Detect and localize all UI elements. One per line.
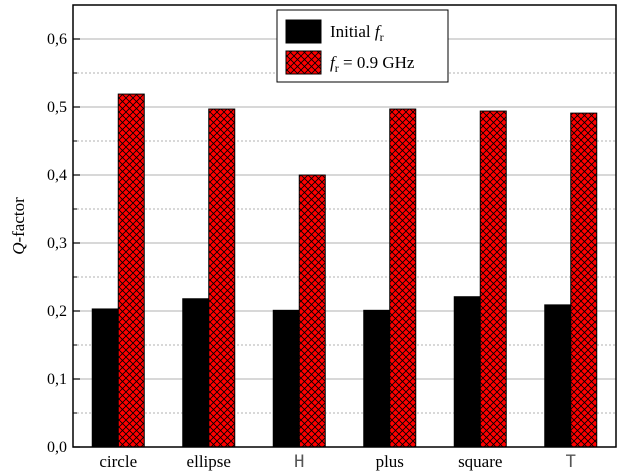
bar-initial-h: [272, 309, 300, 448]
y-tick-label: 0,6: [47, 31, 67, 48]
bar-initial-square: [453, 296, 481, 448]
legend-label-0: Initial fr: [330, 22, 384, 44]
y-tick-label: 0,4: [47, 167, 67, 184]
y-tick-label: 0,0: [47, 439, 67, 456]
x-category-label: plus: [376, 452, 404, 471]
x-category-label: T: [566, 452, 576, 472]
legend: Initial fr fr = 0.9 GHz: [276, 9, 449, 83]
legend-label-1: fr = 0.9 GHz: [330, 53, 415, 75]
x-category-label: square: [458, 452, 502, 471]
y-tick-label: 0,1: [47, 371, 67, 388]
legend-swatch-0: [285, 19, 322, 44]
y-axis-title-rest: -factor: [9, 197, 28, 243]
y-tick-label: 0,5: [47, 99, 67, 116]
bar-initial-t: [544, 304, 572, 448]
x-category-label: H: [294, 452, 304, 472]
y-axis-title-italic: Q: [9, 243, 28, 255]
y-axis-title: Q-factor: [9, 197, 28, 255]
bars: [91, 93, 598, 448]
bar-tuned-square: [479, 110, 507, 448]
bar-tuned-circle: [117, 93, 145, 448]
y-axis-ticks: 0,0 0,1 0,2 0,3 0,4 0,5 0,6: [47, 31, 80, 456]
y-tick-label: 0,3: [47, 235, 67, 252]
x-category-label: circle: [99, 452, 137, 471]
plot-frame: [72, 4, 617, 448]
legend-swatch-1: [285, 50, 322, 75]
bar-tuned-t: [570, 112, 598, 448]
bar-tuned-ellipse: [208, 108, 236, 448]
bar-initial-circle: [91, 308, 119, 448]
grid-lines: [73, 38, 616, 414]
bar-tuned-plus: [389, 108, 417, 448]
bar-tuned-h: [298, 174, 326, 448]
x-category-label: ellipse: [187, 452, 231, 471]
y-tick-label: 0,2: [47, 303, 67, 320]
bar-initial-ellipse: [182, 298, 210, 448]
bar-initial-plus: [363, 309, 391, 448]
